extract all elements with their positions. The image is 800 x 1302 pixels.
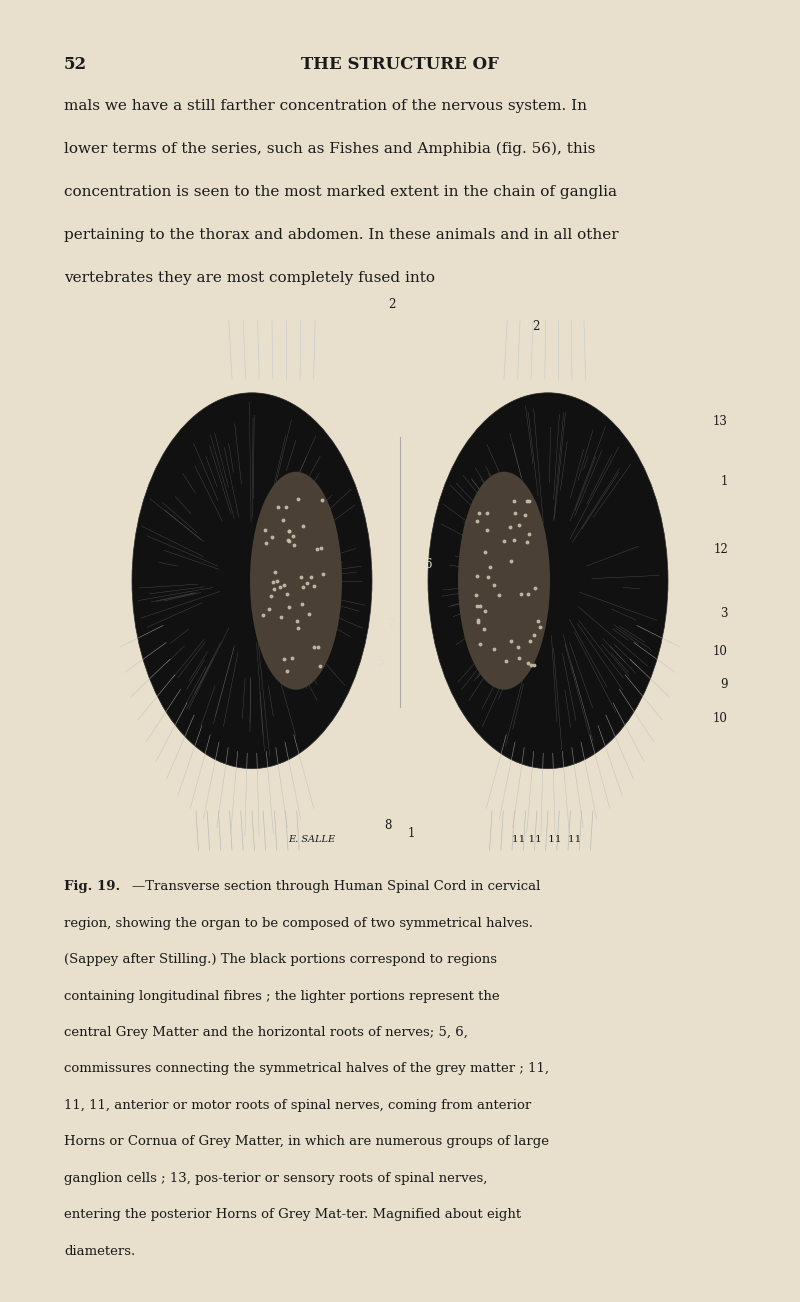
Text: central Grey Matter and the horizontal roots of nerves; 5, 6,: central Grey Matter and the horizontal r… <box>64 1026 468 1039</box>
Text: 10: 10 <box>713 644 728 658</box>
Text: entering the posterior Horns of Grey Mat­ter. Magnified about eight: entering the posterior Horns of Grey Mat… <box>64 1208 521 1221</box>
Text: Horns or Cornua of Grey Matter, in which are numerous groups of large: Horns or Cornua of Grey Matter, in which… <box>64 1135 549 1148</box>
Text: ganglion cells ; 13, pos-terior or sensory roots of spinal nerves,: ganglion cells ; 13, pos-terior or senso… <box>64 1172 487 1185</box>
Text: containing longitudinal fibres ; the lighter portions represent the: containing longitudinal fibres ; the lig… <box>64 990 500 1003</box>
Text: 7: 7 <box>388 618 395 631</box>
Text: 2: 2 <box>388 298 396 311</box>
Text: commissures connecting the symmetrical halves of the grey matter ; 11,: commissures connecting the symmetrical h… <box>64 1062 549 1075</box>
Text: 5: 5 <box>377 656 384 669</box>
Text: THE STRUCTURE OF: THE STRUCTURE OF <box>301 56 499 73</box>
Text: 9: 9 <box>721 678 728 691</box>
Text: diameters.: diameters. <box>64 1245 135 1258</box>
Bar <box>382 482 418 693</box>
Text: 13: 13 <box>713 415 728 428</box>
Text: mals we have a still farther concentration of the nervous system. In: mals we have a still farther concentrati… <box>64 99 587 113</box>
Text: pertaining to the thorax and abdomen. In these animals and in all other: pertaining to the thorax and abdomen. In… <box>64 228 618 242</box>
Text: 6: 6 <box>424 559 431 572</box>
Text: 11 11  11  11: 11 11 11 11 <box>512 835 582 844</box>
Text: lower terms of the series, such as Fishes and Amphibia (fig. 56), this: lower terms of the series, such as Fishe… <box>64 142 595 156</box>
Text: region, showing the organ to be composed of two symmetrical halves.: region, showing the organ to be composed… <box>64 917 533 930</box>
Text: 8: 8 <box>385 819 392 832</box>
Ellipse shape <box>132 393 372 768</box>
Text: E. SALLE: E. SALLE <box>288 835 335 844</box>
Text: concentration is seen to the most marked extent in the chain of ganglia: concentration is seen to the most marked… <box>64 185 617 199</box>
Text: 10: 10 <box>713 712 728 725</box>
Ellipse shape <box>60 348 740 827</box>
Ellipse shape <box>428 393 668 768</box>
Text: Fig. 19.: Fig. 19. <box>64 880 120 893</box>
Text: 1: 1 <box>721 475 728 488</box>
Text: 52: 52 <box>64 56 87 73</box>
Ellipse shape <box>250 471 342 690</box>
Text: 2: 2 <box>532 320 540 333</box>
Ellipse shape <box>458 471 550 690</box>
Text: 1: 1 <box>408 827 415 840</box>
Text: 12: 12 <box>714 543 728 556</box>
Text: 3: 3 <box>721 607 728 620</box>
Text: —Transverse section through Human Spinal Cord in cervical: —Transverse section through Human Spinal… <box>132 880 540 893</box>
Text: vertebrates they are most completely fused into: vertebrates they are most completely fus… <box>64 271 435 285</box>
Text: 11, 11, anterior or motor roots of spinal nerves, coming from anterior: 11, 11, anterior or motor roots of spina… <box>64 1099 531 1112</box>
Text: (Sappey after Stilling.) The black portions correspond to regions: (Sappey after Stilling.) The black porti… <box>64 953 497 966</box>
